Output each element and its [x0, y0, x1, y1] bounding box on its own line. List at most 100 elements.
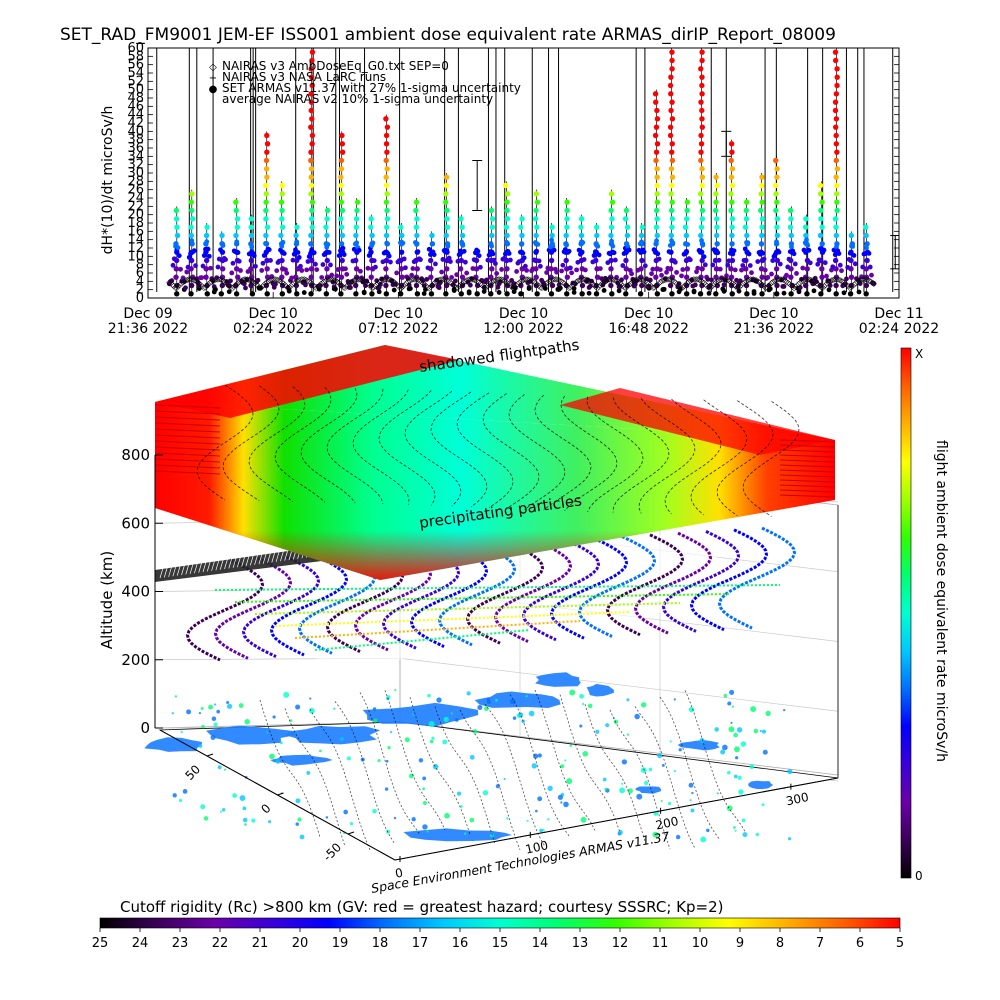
dose-point — [743, 216, 750, 222]
nairas-diamond: ◇ — [687, 276, 694, 285]
dose-point — [684, 216, 690, 222]
dose-point — [384, 191, 390, 197]
dose-point — [662, 276, 668, 282]
dose-point — [545, 265, 551, 271]
dose-point — [684, 199, 691, 205]
dose-point — [533, 232, 539, 239]
land-speck — [690, 808, 695, 813]
dose-point — [728, 274, 735, 280]
dose-point — [834, 207, 840, 214]
nairas-diamond: ◇ — [298, 274, 305, 283]
slab-stripe — [779, 449, 836, 453]
dose-point — [383, 291, 390, 297]
ground-track — [434, 706, 496, 845]
land-speck — [604, 787, 608, 791]
dose-point — [698, 199, 705, 205]
dose-point — [174, 232, 181, 239]
dose-point — [188, 291, 194, 297]
dose-point — [848, 282, 854, 289]
land-speck — [216, 709, 221, 714]
dose-point — [586, 290, 592, 296]
dose-point — [188, 232, 195, 239]
land-speck — [385, 759, 389, 763]
dose-point — [365, 265, 371, 271]
orbit-track — [185, 558, 265, 662]
nairas-diamond: ◇ — [367, 281, 374, 290]
land-speck — [595, 729, 600, 734]
dose-point — [489, 232, 495, 239]
dose-point — [204, 291, 210, 297]
nairas-diamond: ◇ — [561, 279, 568, 288]
dose-point — [405, 275, 411, 281]
nairas-diamond: ◇ — [455, 283, 462, 292]
dose-point — [443, 282, 450, 289]
nairas-diamond: ◇ — [731, 280, 738, 289]
nairas-diamond: ◇ — [178, 279, 185, 288]
dose-point — [807, 260, 813, 266]
dose-point — [744, 232, 750, 239]
dose-point — [309, 224, 315, 230]
dose-point — [608, 232, 614, 239]
nairas-diamond: ◇ — [623, 283, 630, 292]
z-tick-label: 800 — [121, 446, 150, 464]
track-strip-tick — [232, 557, 237, 568]
nairas-diamond: ◇ — [639, 275, 646, 284]
dose-point — [350, 258, 356, 264]
dose-point — [183, 285, 188, 291]
nairas-diamond: ◇ — [680, 282, 687, 291]
dose-point — [173, 266, 179, 272]
dose-point — [689, 277, 694, 283]
nairas-diamond: ◇ — [431, 279, 438, 288]
x-tick-label-time: 02:24 2022 — [859, 321, 939, 337]
nairas-diamond: ◇ — [385, 275, 392, 284]
dose-point — [759, 274, 765, 280]
dose-point — [308, 66, 314, 72]
nairas-diamond: ◇ — [313, 284, 320, 293]
dose-point — [413, 199, 420, 205]
nairas-diamond: ◇ — [567, 283, 574, 292]
nairas-diamond: ◇ — [343, 282, 350, 291]
dose-point — [452, 278, 458, 284]
dose-point — [832, 257, 839, 264]
dose-point — [714, 232, 720, 239]
dose-point — [833, 157, 839, 164]
dose-point — [443, 191, 449, 197]
dose-point — [320, 262, 326, 267]
dose-point — [623, 207, 630, 214]
nairas-diamond: ◇ — [177, 280, 184, 289]
dose-point — [383, 282, 389, 289]
dose-point — [698, 141, 705, 147]
nairas-diamond: ◇ — [719, 275, 726, 284]
dose-point — [459, 282, 466, 289]
nairas-diamond: ◇ — [342, 283, 349, 292]
dose-point — [399, 232, 405, 239]
dose-point — [609, 238, 614, 244]
dose-point — [589, 278, 594, 284]
nairas-diamond: ◇ — [223, 278, 230, 287]
nairas-diamond: ◇ — [459, 279, 466, 288]
dose-point — [709, 277, 714, 283]
dose-point — [575, 259, 581, 265]
land-speck — [569, 744, 573, 747]
dose-point — [713, 266, 720, 272]
dose-point — [669, 149, 675, 155]
x-tick-label-time: 21:36 2022 — [108, 321, 188, 337]
nairas-diamond: ◇ — [204, 281, 211, 290]
dose-point — [399, 274, 405, 280]
dose-point — [564, 274, 571, 280]
land-blob — [144, 737, 203, 752]
dose-point — [226, 283, 232, 289]
y-tick-mark — [347, 831, 355, 835]
dose-point — [817, 191, 824, 197]
land-speck — [232, 793, 238, 798]
dose-point — [360, 279, 366, 285]
nairas-diamond: ◇ — [267, 276, 274, 285]
dose-point — [802, 274, 809, 280]
nairas-diamond: ◇ — [704, 281, 711, 290]
dose-point — [832, 99, 839, 105]
nairas-diamond: ◇ — [576, 275, 583, 284]
nairas-diamond: ◇ — [198, 280, 205, 289]
track-strip-tick — [258, 554, 263, 565]
nairas-diamond: ◇ — [683, 279, 690, 288]
